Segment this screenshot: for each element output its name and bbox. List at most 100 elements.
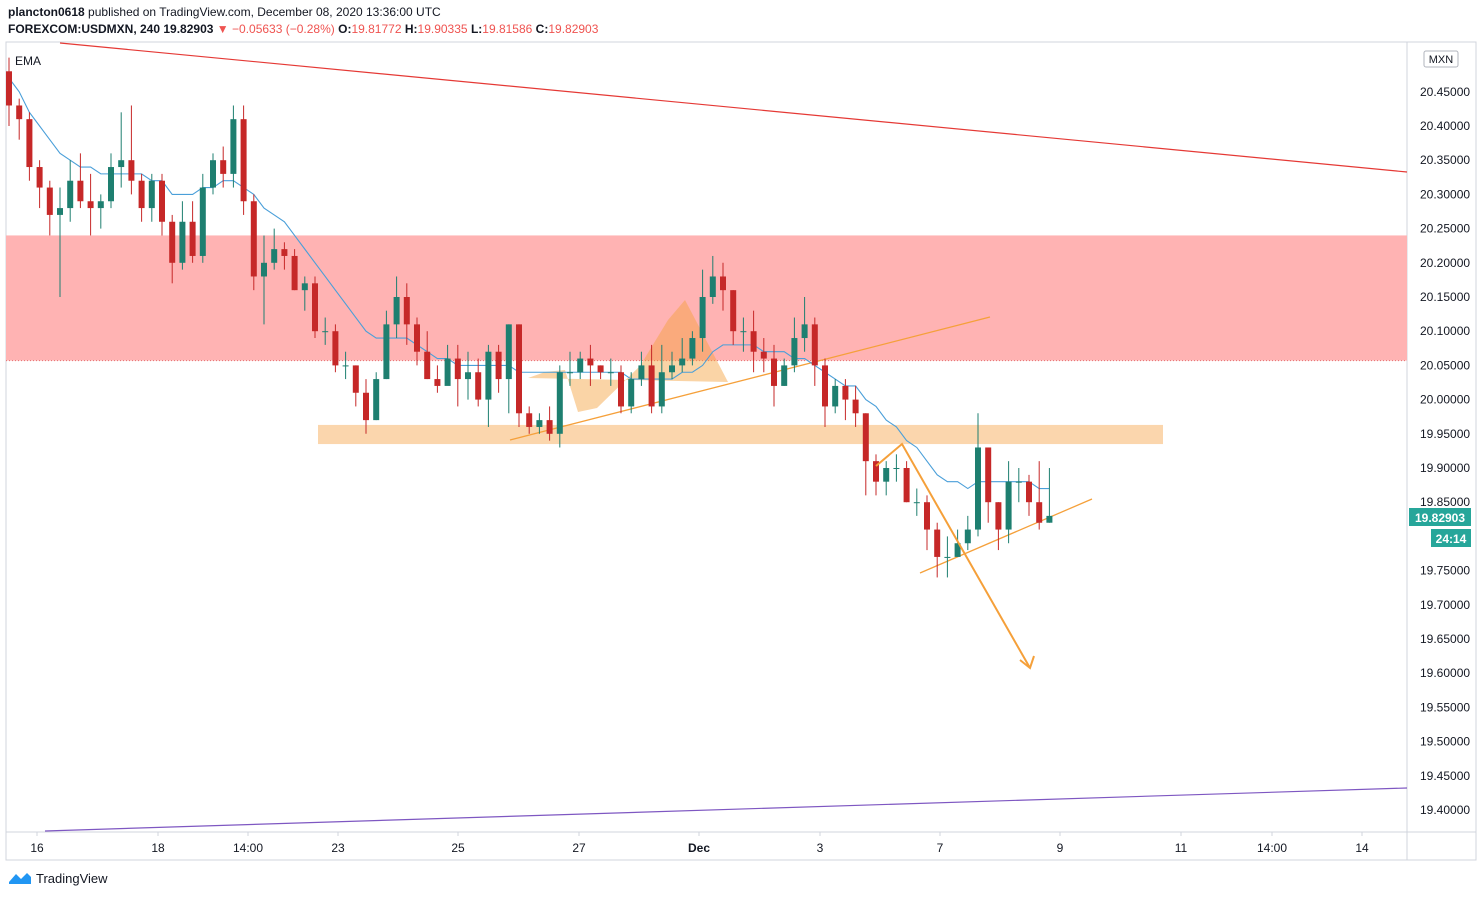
candle	[118, 112, 125, 188]
candle-body	[159, 180, 165, 222]
candle-body	[730, 290, 737, 332]
candle	[730, 290, 737, 345]
open-value: 19.81772	[351, 22, 402, 36]
candle	[342, 351, 349, 380]
candle-body	[658, 372, 665, 407]
neckline	[509, 316, 991, 441]
candle	[159, 173, 165, 236]
candle	[516, 324, 522, 427]
candle-body	[1005, 481, 1012, 530]
candle-body	[597, 365, 604, 373]
candles-layer	[6, 57, 1053, 578]
candle	[669, 351, 675, 380]
chart-frame	[5, 41, 1477, 861]
support-zone	[318, 424, 1163, 445]
candle	[108, 153, 114, 209]
candle-body	[811, 324, 818, 366]
candle	[618, 365, 624, 414]
price-tick-label: 19.70000	[1420, 598, 1470, 612]
candle	[1015, 468, 1022, 503]
candle	[852, 385, 859, 427]
ema-indicator-label[interactable]: EMA	[15, 54, 41, 68]
candle-body	[883, 468, 890, 482]
resistance-zone	[6, 235, 1407, 361]
candle	[465, 351, 471, 400]
time-axis[interactable]: 16 18 14:00 23 25 27 Dec 3 7 9 11 14:00 14	[30, 832, 1369, 855]
candle-body	[577, 358, 584, 373]
price-tick-label: 20.30000	[1420, 187, 1470, 201]
candle-body	[791, 338, 798, 366]
currency-badge[interactable]: MXN	[1423, 50, 1459, 68]
candle-body	[403, 297, 410, 325]
candle-body	[414, 324, 420, 352]
candle	[424, 331, 431, 380]
candle-body	[852, 399, 859, 414]
last-price-tag-label: 19.82903	[1415, 511, 1465, 525]
candle-body	[720, 276, 726, 291]
candle	[281, 242, 288, 270]
candle	[6, 57, 12, 126]
candle	[383, 310, 390, 380]
published-text: published on TradingView.com, December 0…	[88, 5, 441, 19]
tradingview-logo-icon	[9, 873, 31, 884]
time-tick-label: 14:00	[1257, 841, 1287, 855]
candle-body	[97, 201, 104, 209]
candle-body	[699, 297, 706, 339]
candle-body	[199, 187, 206, 256]
candle-body	[424, 351, 431, 380]
candle-body	[495, 351, 502, 380]
footer-brand[interactable]: TradingView	[8, 870, 108, 886]
price-tick-label: 20.45000	[1420, 85, 1470, 99]
candle-body	[750, 331, 757, 352]
candle	[883, 461, 890, 496]
price-tick-label: 19.75000	[1420, 564, 1470, 578]
candle	[781, 358, 788, 386]
candle-body	[138, 180, 145, 209]
candle	[57, 187, 63, 297]
price-tick-label: 19.45000	[1420, 769, 1470, 783]
last-price-tag: 19.82903	[1409, 508, 1471, 526]
time-tick-label: 9	[1057, 841, 1064, 855]
high-label: H:	[404, 22, 418, 36]
candle	[261, 235, 267, 325]
candle-body	[332, 331, 339, 366]
symbol-label[interactable]: FOREXCOM:USDMXN, 240	[8, 22, 161, 36]
candle-body	[975, 447, 981, 530]
head-shoulders-pattern	[528, 300, 728, 412]
change-down-icon: ▼	[216, 22, 229, 36]
time-tick-label: 7	[937, 841, 944, 855]
candle-body	[556, 372, 563, 434]
candle	[995, 502, 1002, 551]
price-tick-label: 19.85000	[1420, 495, 1470, 509]
candle-body	[189, 221, 196, 256]
candle-body	[709, 276, 716, 297]
candle	[1036, 461, 1043, 530]
candle	[587, 344, 594, 386]
candle-body	[873, 461, 879, 482]
price-axis[interactable]: 20.45000 20.40000 20.35000 20.30000 20.25000…	[1420, 85, 1470, 817]
candle	[709, 255, 716, 304]
candle-body	[301, 283, 308, 291]
candle	[567, 351, 573, 386]
candle-body	[546, 420, 553, 434]
ema-layer	[8, 77, 1050, 490]
candle-body	[903, 468, 910, 503]
candle-body	[271, 249, 278, 263]
candle	[862, 413, 869, 496]
candle	[301, 276, 308, 311]
price-tick-label: 19.40000	[1420, 803, 1470, 817]
lower-channel-line	[919, 498, 1093, 574]
price-tick-label: 20.05000	[1420, 358, 1470, 372]
author-name[interactable]: plancton0618	[8, 5, 85, 19]
chart-header: plancton0618 published on TradingView.co…	[0, 0, 1482, 42]
price-tick-label: 20.25000	[1420, 222, 1470, 236]
candle	[648, 344, 655, 414]
candle	[210, 153, 216, 195]
time-tick-label: 11	[1175, 841, 1188, 855]
candle	[811, 317, 818, 386]
candle	[597, 365, 604, 380]
candle-body	[444, 358, 451, 386]
candle	[740, 317, 747, 352]
price-tick-label: 19.65000	[1420, 632, 1470, 646]
